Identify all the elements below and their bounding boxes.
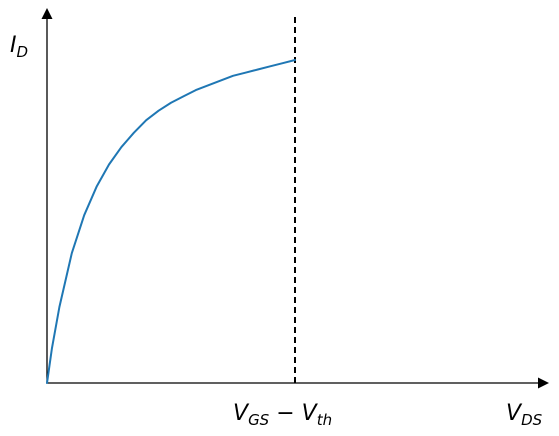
x-tick-label: VGS − Vth [233,401,332,429]
series-line-0 [46,59,296,384]
y-axis-label: ID [10,33,28,61]
x-axis-label: VDS [506,401,543,429]
plot-area [46,13,296,384]
y-axis-arrow [41,8,53,19]
x-axis-arrow [538,377,549,389]
